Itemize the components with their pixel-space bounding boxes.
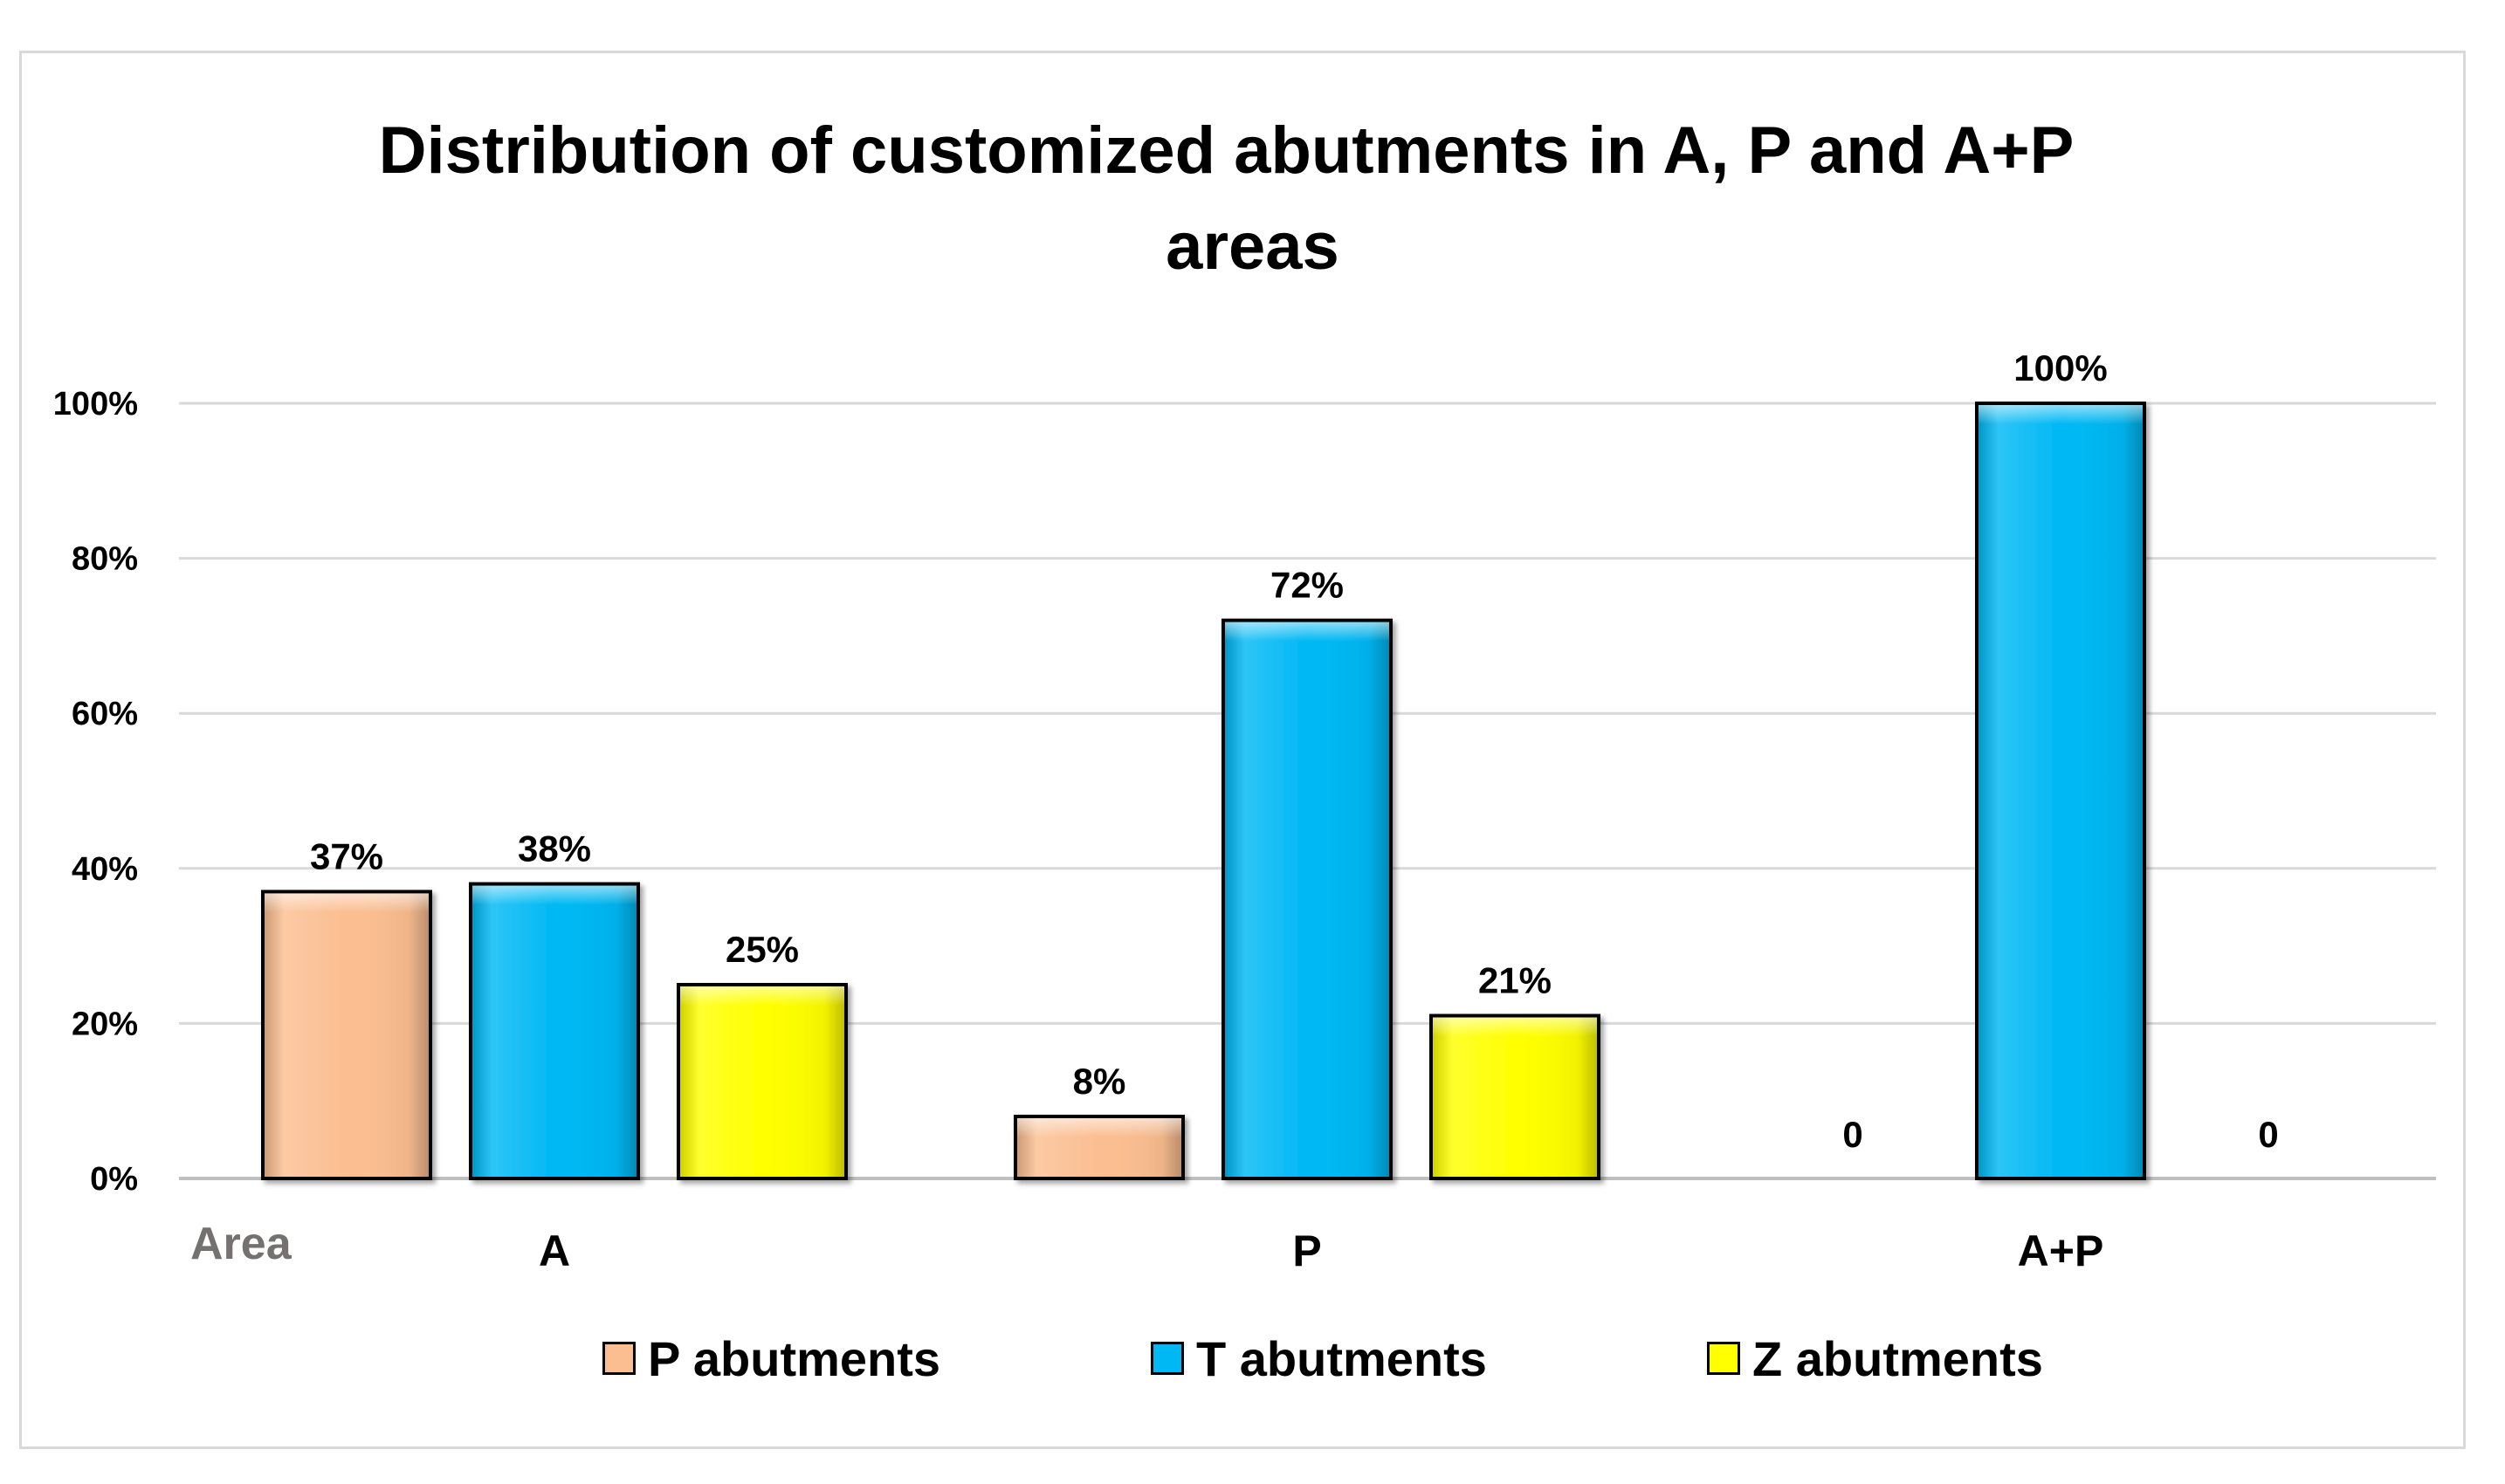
bar-p-abutments-a-bevel (265, 893, 429, 913)
bar-p-abutments-p (1014, 1114, 1185, 1180)
legend-swatch-t-abutments (1151, 1342, 1184, 1375)
x-tick-label-a: A (539, 1226, 570, 1275)
bar-t-abutments-a-bevel (472, 885, 637, 905)
legend-item-t-abutments: T abutments (1151, 1330, 1487, 1386)
data-label-z-abutments-p: 21% (1478, 960, 1552, 1001)
bar-z-abutments-p-shade (1433, 1017, 1597, 1177)
bar-p-abutments-a-shade (265, 893, 429, 1177)
chart-title-line-1: Distribution of customized abutments in … (378, 113, 2075, 188)
data-label-z-abutments-a: 25% (726, 929, 799, 970)
y-tick-label: 0% (90, 1161, 138, 1198)
chart-title: Distribution of customized abutments in … (0, 103, 2505, 295)
bar-t-abutments-a (469, 882, 640, 1180)
data-label-t-abutments-a: 38% (518, 828, 591, 869)
bar-z-abutments-a-bevel (680, 986, 844, 1006)
bar-t-abutments-a-p-bevel (1979, 405, 2143, 424)
y-tick-label: 80% (72, 541, 138, 578)
data-label-t-abutments-p: 72% (1270, 565, 1344, 606)
data-label-p-abutments-p: 8% (1073, 1061, 1126, 1102)
y-tick-label: 40% (72, 851, 138, 888)
bar-z-abutments-a (677, 983, 848, 1180)
legend-swatch-z-abutments (1707, 1342, 1740, 1375)
bar-z-abutments-p-bevel (1433, 1017, 1597, 1037)
x-tick-label-a-p: A+P (2018, 1226, 2104, 1275)
bar-p-abutments-a (261, 890, 432, 1180)
bar-t-abutments-a-shade (472, 885, 637, 1177)
data-label-p-abutments-a: 37% (310, 835, 383, 876)
legend-item-p-abutments: P abutments (602, 1330, 941, 1386)
data-label-z-abutments-a-p: 0 (2258, 1114, 2278, 1155)
bar-z-abutments-a-shade (680, 986, 844, 1177)
x-axis-title: Area (190, 1219, 292, 1269)
bar-t-abutments-p (1222, 618, 1393, 1180)
legend-label-p-abutments: P abutments (648, 1330, 941, 1386)
y-tick-label: 20% (72, 1006, 138, 1042)
bar-t-abutments-p-shade (1225, 622, 1389, 1177)
y-tick-label: 60% (72, 696, 138, 732)
y-tick-label: 100% (53, 386, 138, 423)
bar-p-abutments-p-bevel (1017, 1117, 1181, 1137)
legend-label-z-abutments: Z abutments (1752, 1330, 2043, 1386)
x-tick-label-p: P (1292, 1226, 1321, 1275)
chart-title-line-2: areas (1166, 210, 1339, 284)
legend-label-t-abutments: T abutments (1196, 1330, 1487, 1386)
bar-t-abutments-p-bevel (1225, 622, 1389, 642)
data-label-p-abutments-a-p: 0 (1842, 1114, 1862, 1155)
data-label-t-abutments-a-p: 100% (2013, 347, 2107, 388)
bar-t-abutments-a-p (1975, 402, 2146, 1180)
bar-t-abutments-a-p-shade (1979, 405, 2143, 1177)
bar-z-abutments-p (1429, 1013, 1600, 1181)
legend-item-z-abutments: Z abutments (1707, 1330, 2043, 1386)
legend-swatch-p-abutments (602, 1342, 636, 1375)
